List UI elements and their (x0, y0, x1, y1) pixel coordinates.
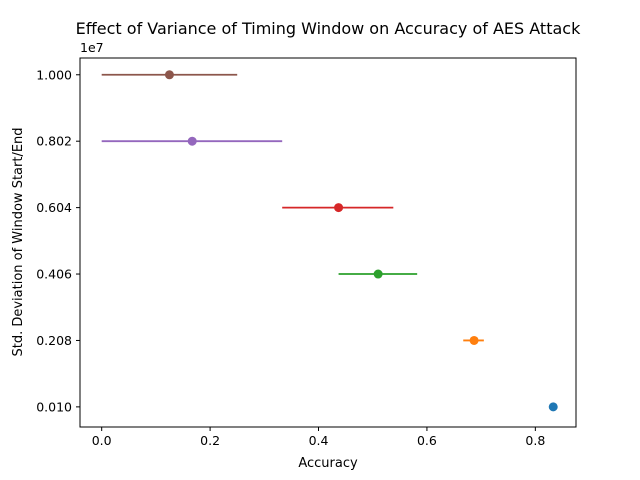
x-axis: 0.0 0.2 0.4 0.6 0.8 (92, 427, 545, 448)
y-tick-label: 0.406 (36, 267, 72, 282)
x-tick-label: 0.4 (309, 433, 329, 448)
x-axis-label: Accuracy (298, 456, 358, 471)
chart-title: Effect of Variance of Timing Window on A… (76, 19, 581, 38)
x-tick-label: 0.6 (417, 433, 437, 448)
y-tick-label: 0.802 (36, 134, 72, 149)
data-point (373, 269, 383, 279)
data-point (187, 136, 197, 146)
data-marks (101, 70, 558, 412)
y-offset-label: 1e7 (80, 40, 104, 55)
y-axis: 0.010 0.208 0.406 0.604 0.802 1.000 (36, 67, 80, 414)
y-tick-label: 0.208 (36, 333, 72, 348)
x-tick-label: 0.2 (200, 433, 220, 448)
x-tick-label: 0.8 (525, 433, 545, 448)
y-tick-label: 1.000 (36, 67, 72, 82)
data-point (469, 335, 479, 345)
y-tick-label: 0.010 (36, 399, 72, 414)
plot-area: 0.0 0.2 0.4 0.6 0.8 0.010 0.208 0.406 0.604 0.80… (36, 57, 577, 448)
y-axis-label: Std. Deviation of Window Start/End (11, 127, 26, 356)
data-point (164, 70, 174, 80)
x-tick-label: 0.0 (92, 433, 112, 448)
axes-frame (79, 57, 577, 428)
y-tick-label: 0.604 (36, 200, 72, 215)
data-point (548, 402, 558, 412)
data-point (334, 203, 344, 213)
